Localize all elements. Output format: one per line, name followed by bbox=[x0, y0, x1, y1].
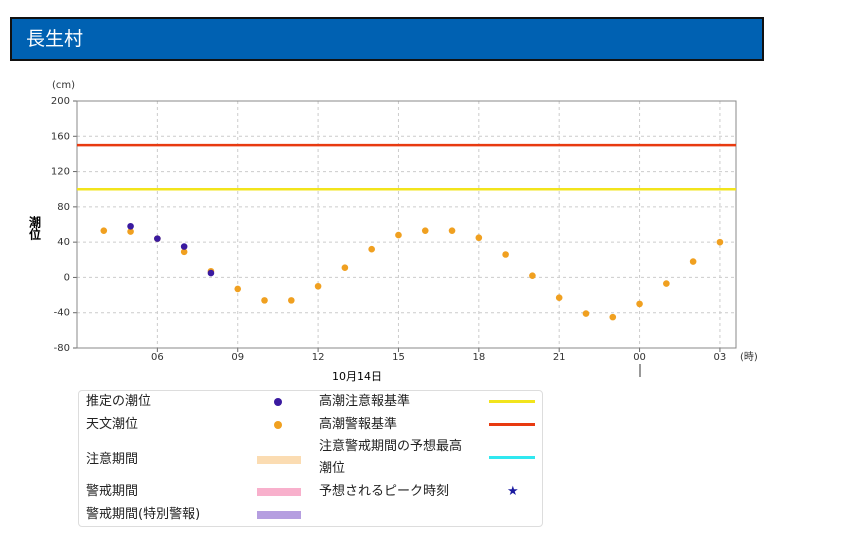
legend-swatch: ★ bbox=[507, 484, 519, 499]
point bbox=[341, 264, 349, 272]
point bbox=[555, 294, 563, 302]
x-tick-label: 06 bbox=[151, 352, 164, 363]
legend-swatch bbox=[489, 423, 535, 426]
legend-swatch bbox=[257, 488, 301, 496]
point bbox=[207, 269, 215, 277]
legend-swatch bbox=[257, 511, 301, 519]
header-title: 長生村 bbox=[10, 17, 764, 61]
plot-frame bbox=[76, 100, 737, 349]
point bbox=[502, 251, 509, 258]
point bbox=[636, 300, 643, 308]
y-tick-label: -80 bbox=[54, 343, 70, 354]
point bbox=[261, 297, 268, 304]
legend-label: 推定の潮位 bbox=[86, 394, 152, 409]
legend-label: 天文潮位 bbox=[86, 417, 139, 432]
legend-label: 警戒期間 bbox=[86, 484, 139, 499]
legend-swatch bbox=[274, 421, 282, 429]
x-tick-label: 15 bbox=[392, 352, 405, 363]
point bbox=[582, 310, 590, 317]
point bbox=[368, 245, 375, 253]
y-tick-label: 120 bbox=[51, 167, 70, 178]
y-tick-label: 80 bbox=[57, 202, 70, 213]
point bbox=[127, 228, 134, 235]
x-tick-label: 03 bbox=[714, 352, 727, 363]
point bbox=[448, 227, 456, 234]
point bbox=[689, 258, 697, 265]
point bbox=[180, 243, 188, 250]
point bbox=[529, 272, 536, 279]
x-label: 10月14日 bbox=[332, 370, 382, 383]
point bbox=[288, 297, 295, 304]
point bbox=[100, 227, 108, 234]
point bbox=[154, 235, 161, 242]
point bbox=[716, 238, 724, 246]
legend: 推定の潮位天文潮位注意期間警戒期間警戒期間(特別警報) 高潮注意報基準 高潮警報基準… bbox=[78, 390, 543, 527]
y-tick-label: -40 bbox=[54, 308, 70, 319]
y-tick-label: 0 bbox=[64, 272, 70, 283]
point bbox=[234, 285, 242, 293]
point bbox=[663, 280, 670, 287]
y-tick-label: 200 bbox=[51, 96, 70, 107]
legend-label: 注意警戒期間の予想最高潮位 bbox=[319, 439, 463, 476]
legend-label: 注意期間 bbox=[86, 452, 139, 467]
legend-swatch bbox=[274, 398, 282, 406]
x-tick-label: 21 bbox=[553, 352, 566, 363]
point bbox=[314, 282, 322, 290]
point bbox=[127, 222, 134, 230]
x-tick-label: 18 bbox=[472, 352, 485, 363]
x-tick-label: 00 bbox=[633, 352, 646, 363]
legend-label: 高潮警報基準 bbox=[319, 417, 398, 432]
y-label: 潮位 bbox=[28, 215, 42, 241]
legend-swatch bbox=[257, 456, 301, 464]
legend-swatch bbox=[489, 456, 535, 459]
x-tick-label: 09 bbox=[231, 352, 244, 363]
point bbox=[421, 227, 429, 234]
x-unit: (時) bbox=[740, 351, 758, 363]
point bbox=[609, 313, 617, 321]
point bbox=[180, 248, 188, 256]
x-tick-label: 12 bbox=[312, 352, 325, 363]
point bbox=[395, 231, 402, 239]
legend-label: 予想されるピーク時刻 bbox=[319, 484, 450, 499]
y-unit: (cm) bbox=[52, 80, 75, 91]
legend-label: 警戒期間(特別警報) bbox=[86, 507, 201, 522]
y-tick-label: 160 bbox=[51, 131, 70, 142]
y-tick-label: 40 bbox=[57, 237, 70, 248]
legend-swatch bbox=[489, 400, 535, 403]
legend-label: 高潮注意報基準 bbox=[319, 394, 411, 409]
point bbox=[475, 234, 483, 242]
